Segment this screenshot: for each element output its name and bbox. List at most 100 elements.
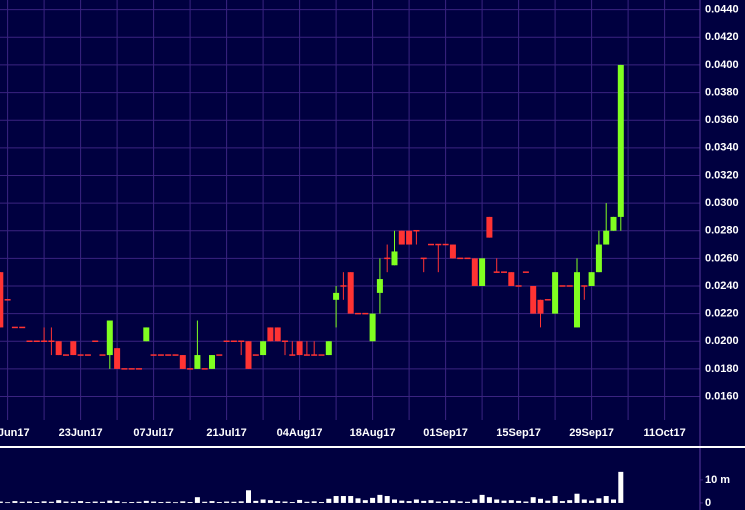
- candle-body: [303, 354, 310, 356]
- candle-body: [333, 292, 340, 300]
- candle-body: [384, 257, 391, 260]
- candle-body: [574, 272, 580, 328]
- x-tick-label: 18Aug17: [350, 427, 396, 439]
- x-tick-label: 07Jul17: [133, 427, 173, 439]
- y-tick-label: 0.0200: [705, 335, 739, 347]
- candle-body: [522, 271, 529, 273]
- volume-bar: [596, 498, 602, 503]
- candle-body: [508, 272, 515, 286]
- volume-bar: [231, 501, 237, 503]
- candle-body: [559, 285, 566, 287]
- volume-bar: [48, 501, 54, 503]
- volume-bar: [129, 502, 135, 503]
- candle-body: [449, 244, 456, 259]
- y-tick-label: 0.0400: [705, 59, 739, 71]
- volume-bar: [538, 498, 543, 503]
- candle-body: [530, 285, 537, 314]
- candle-body: [106, 320, 113, 356]
- y-tick-label: 0.0320: [705, 169, 739, 181]
- candle-body: [501, 271, 507, 273]
- volume-bar: [516, 500, 522, 503]
- volume-bar: [552, 496, 558, 503]
- y-tick-label: 0.0300: [705, 197, 739, 209]
- volume-bar: [523, 501, 529, 503]
- volume-bar: [246, 490, 251, 503]
- volume-bar: [56, 500, 62, 503]
- volume-bar: [574, 493, 580, 503]
- volume-bar: [151, 501, 157, 503]
- volume-bar: [78, 501, 84, 503]
- volume-bar: [333, 496, 339, 503]
- volume-bar: [399, 500, 405, 503]
- candle-body: [442, 243, 449, 246]
- volume-bar: [494, 499, 500, 503]
- candle-body: [143, 327, 150, 342]
- volume-bar: [486, 497, 492, 503]
- volume-bar: [406, 501, 412, 503]
- candle-body: [121, 368, 128, 370]
- candle-body: [369, 313, 376, 342]
- candle-body: [311, 354, 318, 356]
- candle-body: [70, 341, 77, 356]
- candle-body: [92, 340, 99, 342]
- candle-body: [588, 272, 595, 286]
- candle-body: [99, 354, 106, 356]
- candle-body: [165, 354, 172, 356]
- volume-bar: [202, 501, 208, 503]
- volume-bar: [559, 501, 565, 503]
- volume-bar: [450, 500, 456, 503]
- candle-body: [376, 279, 383, 293]
- candle-body: [493, 271, 500, 273]
- y-tick-label: 0.0340: [705, 142, 739, 154]
- volume-bar: [348, 496, 354, 503]
- candle-body: [11, 326, 18, 329]
- candle-body: [391, 251, 398, 266]
- volume-bar: [413, 499, 419, 503]
- y-tick-label: 0.0440: [705, 4, 739, 16]
- candle-body: [238, 340, 245, 342]
- candle-body: [41, 340, 48, 342]
- volume-bar: [589, 500, 595, 503]
- volume-bar: [392, 499, 397, 503]
- volume-bar: [304, 501, 310, 503]
- candle-body: [617, 64, 624, 217]
- grid: [0, 0, 703, 504]
- candle-body: [486, 216, 493, 238]
- volume-bar: [0, 501, 3, 503]
- volume-bar: [34, 502, 40, 503]
- x-tick-label: 09Jun17: [0, 427, 30, 439]
- candle-body: [479, 258, 486, 286]
- candle-body: [33, 340, 40, 342]
- candle-body: [355, 312, 361, 315]
- candle-body: [252, 354, 259, 356]
- volume-bar: [238, 501, 244, 503]
- volume-bar: [311, 501, 317, 503]
- volume-bar: [319, 502, 324, 503]
- x-tick-label: 11Oct17: [643, 427, 685, 439]
- volume-bar: [275, 501, 281, 503]
- candle-body: [179, 355, 186, 369]
- y-tick-label: 0.0160: [705, 390, 739, 402]
- volume-bar: [63, 501, 69, 503]
- candle-body: [610, 216, 617, 231]
- candle-body: [260, 341, 267, 356]
- volume-bar: [443, 501, 449, 503]
- y-tick-label: 0.0360: [705, 114, 739, 126]
- volume-bar: [355, 498, 361, 503]
- candle-body: [413, 229, 420, 232]
- volume-bar: [136, 501, 142, 503]
- candle-body: [406, 230, 413, 245]
- candle-body: [150, 354, 157, 356]
- volume-bar: [180, 501, 186, 503]
- volume-bar: [107, 500, 113, 503]
- volume-bar: [70, 501, 76, 503]
- volume-bar: [421, 500, 427, 503]
- candle-body: [0, 272, 4, 328]
- candle-body: [471, 258, 478, 286]
- volume-bar: [384, 496, 390, 503]
- candle-body: [157, 354, 164, 356]
- marks: [0, 64, 624, 504]
- candle-body: [296, 341, 303, 356]
- candle-body: [245, 341, 252, 369]
